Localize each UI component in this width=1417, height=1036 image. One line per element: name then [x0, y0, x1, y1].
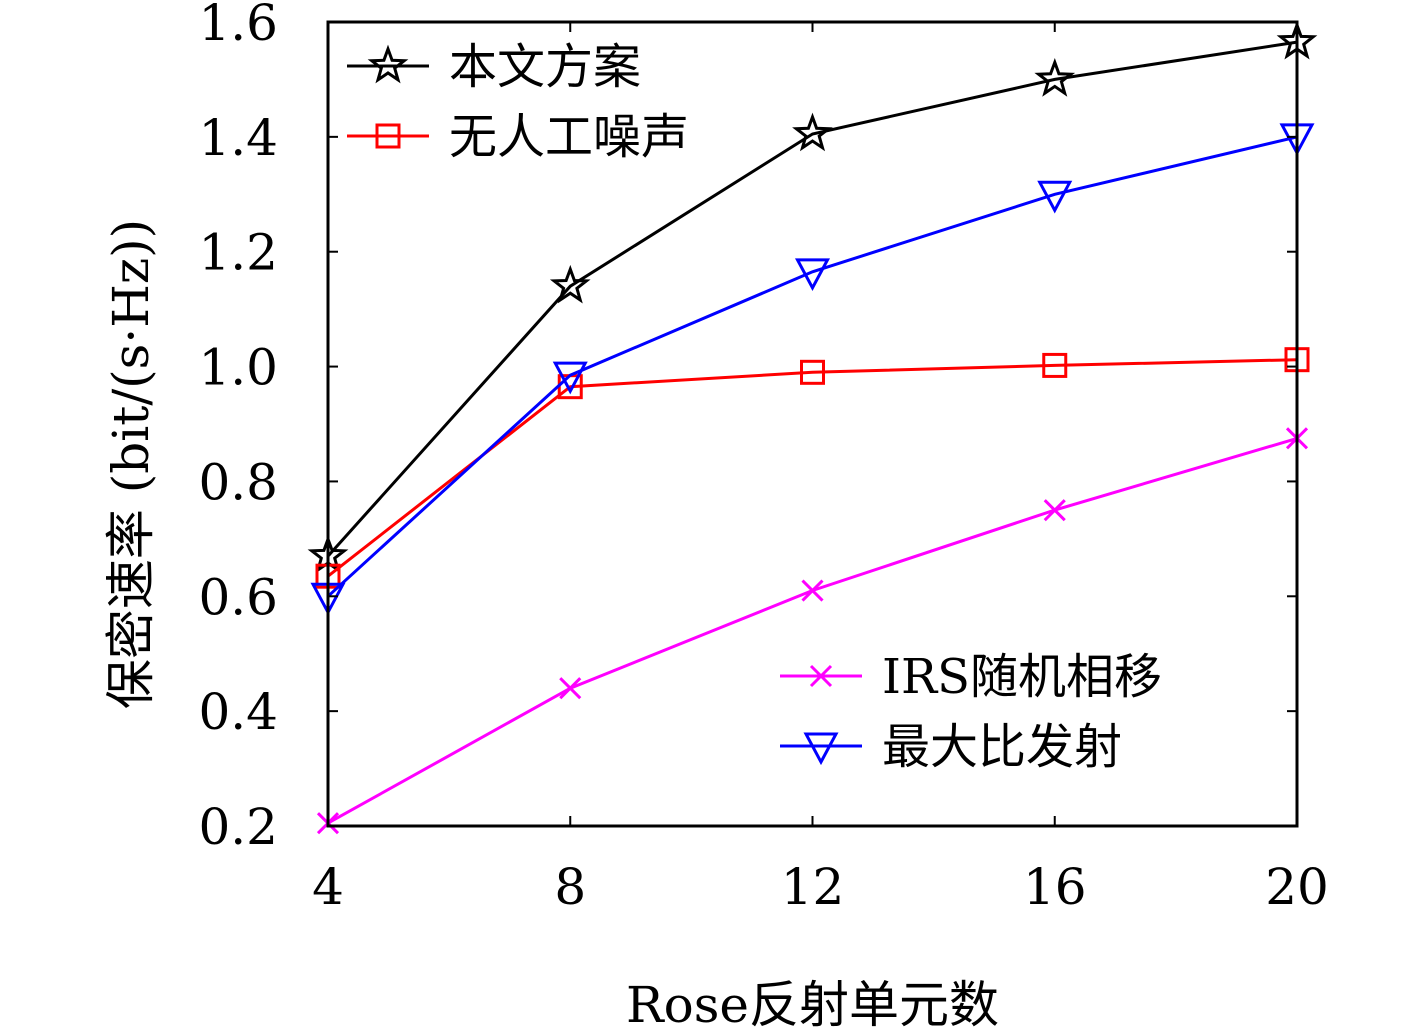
y-tick-label: 1.6 [198, 0, 278, 52]
data-point [792, 112, 833, 152]
series-line [327, 436, 1298, 825]
legend-entry: 无人工噪声 [347, 109, 689, 165]
y-tick-label: 1.2 [198, 224, 278, 282]
x-tick-label: 4 [312, 858, 344, 916]
x-tick-label: 16 [1023, 858, 1087, 916]
data-point [552, 361, 588, 395]
series-line [326, 135, 1298, 598]
legend-marker [803, 732, 839, 766]
legend-marker [809, 664, 833, 688]
series-2 [316, 427, 1309, 835]
legend-entry: 本文方案 [347, 39, 641, 95]
y-tick-label: 0.2 [198, 798, 278, 856]
data-point [800, 359, 825, 385]
legend-marker [375, 123, 401, 149]
x-axis-title: Rose反射单元数 [626, 976, 999, 1034]
data-point [549, 264, 591, 304]
x-tick-label: 8 [554, 858, 586, 916]
series-3 [310, 123, 1315, 616]
data-point [1043, 499, 1066, 522]
legend-label: 本文方案 [449, 39, 641, 95]
data-point [1034, 58, 1076, 97]
data-point [1037, 180, 1073, 214]
y-tick-label: 0.6 [198, 568, 278, 626]
y-tick-label: 1.0 [198, 339, 278, 397]
plot-area [307, 20, 1318, 835]
data-point [794, 258, 831, 291]
x-tick-label: 12 [781, 858, 845, 916]
legend-label: 最大比发射 [882, 719, 1122, 775]
data-point [801, 579, 824, 602]
legend-label: 无人工噪声 [449, 109, 689, 165]
legend-entry: 最大比发射 [780, 719, 1122, 775]
series-0 [307, 20, 1318, 574]
y-tick-label: 1.4 [198, 109, 278, 167]
legend-entry: IRS随机相移 [780, 649, 1162, 705]
series-line [326, 40, 1298, 558]
x-tick-label: 20 [1265, 858, 1329, 916]
legend-marker [367, 44, 409, 84]
data-point [559, 677, 582, 700]
series-1 [315, 347, 1310, 589]
data-point [1042, 352, 1068, 378]
legend-label: IRS随机相移 [882, 649, 1162, 705]
y-tick-label: 0.8 [198, 453, 278, 511]
axis-ticks: 4 8 12 16 20 0.2 0.4 0.6 0.8 1.0 1.2 1.4 1.6 [198, 0, 1328, 916]
y-axis-title: 保密速率 (bit/(s·Hz)) [102, 219, 160, 709]
y-tick-label: 0.4 [198, 683, 278, 741]
